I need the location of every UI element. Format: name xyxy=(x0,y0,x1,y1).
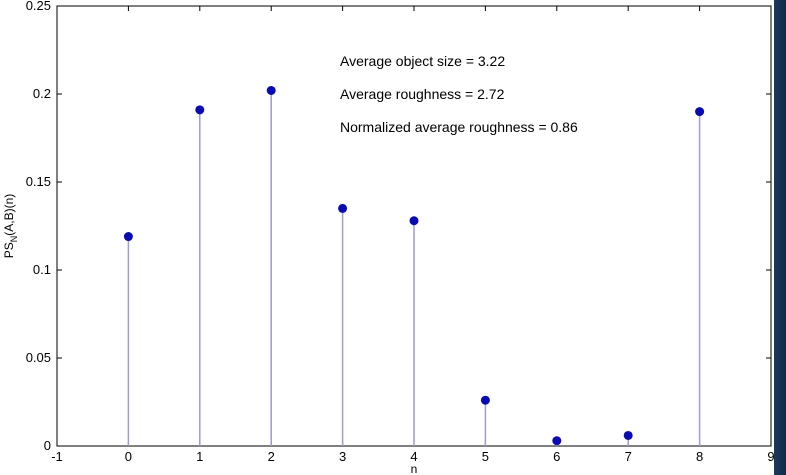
stem-marker-2 xyxy=(266,85,276,95)
x-tick-label: -1 xyxy=(51,449,63,464)
stem-series xyxy=(123,85,705,446)
y-tick-label: 0.2 xyxy=(33,86,51,101)
y-axis-label: PSN(A,B)(n) xyxy=(2,194,19,259)
y-tick-label: 0.25 xyxy=(26,0,51,13)
stem-marker-6 xyxy=(552,436,562,446)
stem-marker-0 xyxy=(123,232,133,242)
x-tick-label: 7 xyxy=(625,449,632,464)
stem-marker-4 xyxy=(409,216,419,226)
x-tick-label: 1 xyxy=(196,449,203,464)
stem-marker-5 xyxy=(480,395,490,405)
y-axis-label-rest: (A,B)(n) xyxy=(2,194,16,236)
x-tick-label: 5 xyxy=(482,449,489,464)
x-tick-label: 2 xyxy=(268,449,275,464)
x-axis-label: n xyxy=(411,462,418,475)
x-tick-label: 9 xyxy=(767,449,774,464)
stem-marker-8 xyxy=(695,107,705,117)
window-edge xyxy=(774,0,786,475)
annotation-1: Average object size = 3.22 xyxy=(340,53,505,69)
y-tick-label: 0.15 xyxy=(26,174,51,189)
x-tick-label: 4 xyxy=(410,449,417,464)
x-axis: -1 0 1 2 3 4 5 6 7 8 9 xyxy=(51,6,775,464)
stem-marker-3 xyxy=(338,203,348,213)
y-tick-label: 0.05 xyxy=(26,350,51,365)
y-axis: 0 0.05 0.1 0.15 0.2 0.25 xyxy=(26,0,771,453)
y-axis-label-main: PS xyxy=(2,242,16,258)
x-tick-label: 6 xyxy=(553,449,560,464)
annotation-2: Average roughness = 2.72 xyxy=(340,86,505,102)
stem-marker-7 xyxy=(623,430,633,440)
x-tick-label: 8 xyxy=(696,449,703,464)
annotation-3: Normalized average roughness = 0.86 xyxy=(340,119,578,135)
y-axis-label-sub: N xyxy=(9,236,19,243)
stem-marker-1 xyxy=(195,105,205,115)
annotations: Average object size = 3.22 Average roughn… xyxy=(340,53,578,135)
x-tick-label: 3 xyxy=(339,449,346,464)
y-tick-label: 0 xyxy=(44,438,51,453)
x-tick-label: 0 xyxy=(125,449,132,464)
y-tick-label: 0.1 xyxy=(33,262,51,277)
